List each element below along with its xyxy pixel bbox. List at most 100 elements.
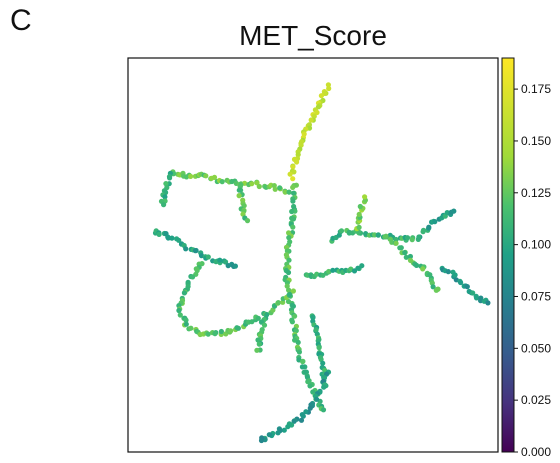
scatter-point	[413, 262, 420, 268]
scatter-point	[256, 183, 262, 190]
colorbar-tick-label: 0.075	[521, 289, 551, 303]
scatter-point	[183, 246, 189, 252]
scatter-point	[426, 224, 432, 230]
scatter-point	[290, 216, 297, 222]
scatter-point	[236, 193, 242, 199]
scatter-point	[286, 235, 292, 241]
scatter-point	[235, 325, 241, 331]
scatter-point	[285, 424, 291, 430]
scatter-point	[176, 307, 182, 314]
scatter-point	[270, 307, 276, 313]
scatter-point	[219, 179, 225, 185]
scatter-point	[356, 224, 362, 230]
scatter-point	[291, 190, 297, 196]
scatter-point	[284, 248, 290, 254]
scatter-point	[217, 257, 223, 263]
scatter-point	[249, 181, 255, 187]
scatter-point	[383, 233, 389, 239]
scatter-point	[255, 315, 261, 321]
scatter-point	[277, 185, 283, 191]
scatter-point	[290, 164, 296, 170]
scatter-point	[330, 267, 336, 273]
scatter-point	[289, 319, 295, 325]
scatter-point	[275, 300, 281, 306]
scatter-point	[375, 232, 381, 238]
scatter-point	[306, 378, 312, 384]
scatter-point	[261, 322, 268, 328]
scatter-point	[161, 202, 167, 208]
scatter-point	[291, 418, 297, 424]
scatter-point	[232, 263, 238, 269]
scatter-point	[188, 173, 194, 179]
scatter-point	[420, 266, 426, 272]
scatter-point	[300, 358, 306, 364]
scatter-point	[203, 173, 209, 179]
scatter-point	[181, 290, 187, 296]
scatter-point	[473, 295, 480, 301]
scatter-point	[314, 271, 320, 277]
scatter-point	[254, 180, 260, 186]
scatter-point	[307, 383, 313, 389]
scatter-point	[299, 412, 305, 418]
scatter-point	[402, 250, 408, 256]
scatter-point	[303, 409, 309, 415]
colorbar-tick-label: 0.025	[521, 393, 551, 407]
scatter-point	[290, 198, 296, 204]
scatter-point	[359, 263, 365, 269]
scatter-point	[393, 240, 399, 246]
scatter-point	[313, 327, 319, 333]
scatter-point	[176, 237, 182, 243]
scatter-point	[275, 430, 281, 436]
scatter-point	[445, 269, 451, 275]
plot-frame	[127, 57, 499, 453]
scatter-point	[256, 341, 262, 347]
scatter-point	[326, 268, 332, 275]
scatter-point	[314, 109, 320, 116]
scatter-point	[296, 349, 302, 355]
scatter-point	[281, 427, 287, 433]
scatter-point	[291, 169, 297, 175]
scatter-point	[298, 417, 305, 423]
colorbar	[501, 57, 515, 453]
scatter-point	[320, 407, 327, 413]
scatter-point	[290, 176, 296, 182]
scatter-point	[432, 219, 438, 225]
scatter-point	[205, 254, 211, 260]
scatter-point	[266, 432, 272, 438]
scatter-point	[299, 364, 305, 370]
scatter-point	[407, 253, 413, 260]
scatter-point	[433, 287, 439, 293]
scatter-point	[258, 437, 265, 444]
colorbar-tick-label: 0.175	[521, 82, 551, 96]
scatter-point	[244, 218, 251, 224]
scatter-point	[287, 171, 293, 177]
chart-title: MET_Score	[239, 20, 387, 51]
scatter-point	[458, 279, 464, 286]
scatter-point	[355, 265, 361, 271]
scatter-point	[272, 303, 278, 309]
scatter-point	[285, 269, 292, 276]
scatter-point	[485, 300, 491, 306]
scatter-point	[293, 328, 299, 334]
scatter-point	[290, 184, 296, 190]
scatter-point	[295, 152, 301, 158]
scatter-point	[356, 211, 362, 217]
scatter-point	[211, 174, 218, 180]
scatter-point	[308, 117, 314, 123]
scatter-point	[177, 312, 183, 318]
scatter-point	[316, 345, 322, 351]
scatter-point	[409, 237, 415, 243]
scatter-point	[286, 189, 292, 195]
scatter-point	[290, 288, 296, 294]
scatter-point	[292, 313, 298, 319]
scatter-point	[190, 274, 196, 280]
scatter-point	[310, 314, 316, 320]
colorbar-tick-label: 0.100	[521, 238, 551, 252]
scatter-point	[192, 248, 198, 254]
scatter-point	[287, 291, 293, 297]
scatter-point	[290, 224, 296, 230]
scatter-point	[298, 142, 304, 148]
scatter-point	[289, 208, 295, 215]
colorbar-tick-label: 0.000	[521, 445, 551, 459]
